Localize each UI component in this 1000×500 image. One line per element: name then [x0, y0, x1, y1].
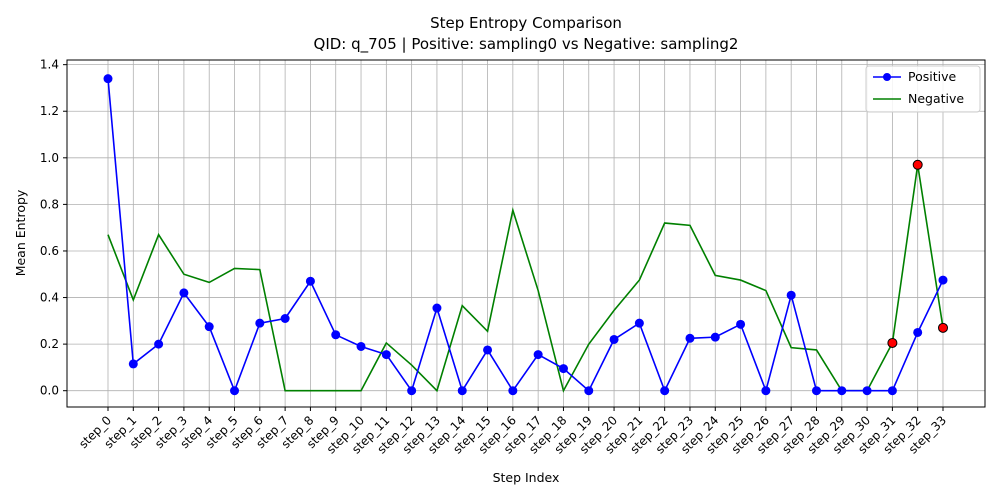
positive-point: [761, 386, 771, 396]
positive-point: [407, 386, 417, 396]
highlight-points: [887, 159, 948, 348]
y-tick-label: 0.2: [40, 337, 59, 351]
positive-point: [862, 386, 872, 396]
legend-positive-marker: [883, 73, 891, 81]
positive-point: [331, 330, 341, 340]
chart-title: Step Entropy Comparison: [430, 14, 622, 32]
grid: [67, 60, 985, 407]
positive-point: [685, 333, 695, 343]
positive-point: [811, 386, 821, 396]
positive-point: [305, 276, 315, 286]
y-tick-label: 1.4: [40, 58, 59, 72]
positive-point: [938, 275, 948, 285]
y-tick-label: 0.4: [40, 291, 59, 305]
positive-point: [710, 332, 720, 342]
positive-point: [356, 341, 366, 351]
negative-series: [107, 164, 944, 393]
positive-point: [255, 318, 265, 328]
positive-point: [230, 386, 240, 396]
positive-point: [179, 288, 189, 298]
positive-point: [913, 327, 923, 337]
positive-point: [103, 74, 113, 84]
y-tick-label: 0.8: [40, 197, 59, 211]
y-tick-label: 1.2: [40, 104, 59, 118]
highlight-point: [938, 322, 948, 333]
positive-point: [280, 314, 290, 324]
positive-point: [432, 303, 442, 313]
highlight-point: [912, 159, 923, 170]
positive-point: [584, 386, 594, 396]
positive-point: [483, 345, 493, 355]
legend: Positive Negative: [865, 65, 981, 113]
positive-point: [457, 386, 467, 396]
x-axis: step_0step_1step_2step_3step_4step_5step…: [76, 407, 949, 457]
plot-frame: [66, 59, 986, 408]
legend-positive-label: Positive: [908, 69, 956, 84]
positive-point: [508, 386, 518, 396]
highlight-point: [887, 337, 898, 348]
y-axis: 0.0 0.2 0.4 0.6 0.8 1.0 1.2 1.4: [40, 58, 67, 398]
positive-point: [204, 322, 214, 332]
positive-point: [558, 364, 568, 374]
positive-series: [103, 74, 948, 396]
positive-point: [634, 318, 644, 328]
positive-point: [381, 350, 391, 360]
legend-negative-label: Negative: [908, 91, 964, 106]
positive-point: [609, 334, 619, 344]
positive-point: [154, 339, 164, 349]
positive-point: [887, 386, 897, 396]
positive-series-line: [107, 78, 944, 394]
negative-series-line: [107, 164, 944, 393]
positive-point: [736, 319, 746, 329]
chart-subtitle: QID: q_705 | Positive: sampling0 vs Nega…: [314, 35, 739, 54]
positive-point: [128, 359, 138, 369]
positive-point: [533, 350, 543, 360]
positive-point: [660, 386, 670, 396]
x-axis-label: Step Index: [493, 470, 560, 485]
y-tick-label: 0.6: [40, 244, 59, 258]
y-tick-label: 0.0: [40, 384, 59, 398]
positive-point: [786, 290, 796, 300]
positive-point: [837, 386, 847, 396]
y-tick-label: 1.0: [40, 151, 59, 165]
y-axis-label: Mean Entropy: [13, 189, 28, 276]
